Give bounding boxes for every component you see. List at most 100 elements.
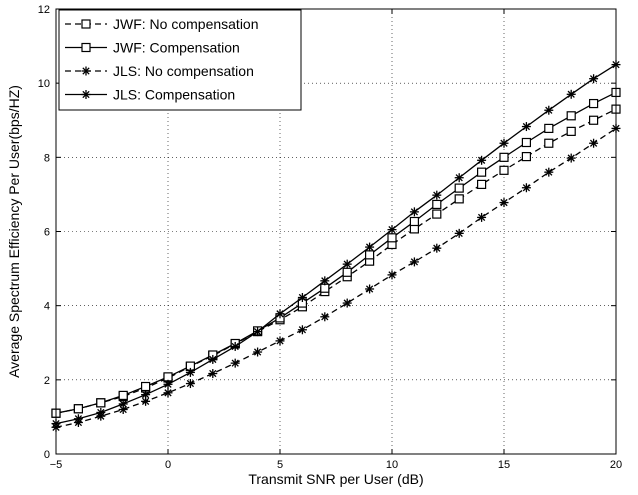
asterisk-stroke (545, 168, 553, 176)
asterisk-marker (454, 173, 464, 183)
square-marker (141, 381, 151, 392)
legend-box (58, 9, 302, 111)
square-marker (81, 42, 91, 53)
square-marker (387, 233, 397, 243)
square-marker (566, 126, 576, 136)
asterisk-marker (320, 276, 330, 286)
asterisk-marker (141, 396, 151, 406)
asterisk-marker (253, 347, 263, 357)
asterisk-marker (73, 414, 83, 424)
asterisk-stroke (589, 139, 598, 147)
square-marker (477, 179, 487, 190)
asterisk-marker (253, 327, 263, 337)
asterisk-marker (566, 89, 576, 99)
asterisk-marker (365, 242, 375, 252)
square-marker (96, 398, 106, 408)
square-marker (521, 151, 532, 162)
square-marker (118, 390, 128, 401)
legend-entry: JWF: Compensation (65, 40, 240, 56)
y-tick-label: 10 (38, 78, 50, 90)
asterisk-marker (141, 390, 151, 400)
asterisk-stroke (141, 397, 150, 405)
asterisk-marker (409, 257, 419, 267)
asterisk-marker (230, 358, 240, 368)
legend: JWF: No compensation JWF: Compensation JLS… (58, 9, 302, 111)
asterisk-stroke (433, 191, 441, 199)
square-marker (342, 267, 352, 277)
asterisk-stroke (477, 213, 486, 222)
asterisk-stroke (343, 260, 351, 268)
asterisk-marker (521, 122, 531, 132)
asterisk-stroke (74, 415, 83, 423)
series-line (55, 64, 617, 425)
asterisk-marker (589, 74, 599, 84)
asterisk-stroke (82, 90, 90, 99)
square-marker (454, 194, 464, 204)
legend-label: JLS: Compensation (113, 87, 235, 103)
asterisk-marker (320, 312, 330, 322)
asterisk-stroke (500, 198, 508, 207)
asterisk-marker (208, 369, 218, 379)
asterisk-stroke (545, 106, 553, 114)
legend-label: JLS: No compensation (113, 63, 254, 79)
asterisk-stroke (455, 229, 463, 237)
x-axis-label: Transmit SNR per User (dB) (248, 471, 423, 487)
asterisk-stroke (410, 258, 419, 266)
asterisk-stroke (231, 359, 239, 367)
series-layer (51, 60, 621, 432)
y-tick-label: 8 (44, 152, 50, 164)
asterisk-marker (387, 270, 397, 280)
asterisk-marker (275, 309, 285, 319)
asterisk-stroke (343, 299, 351, 307)
x-tick-label: 5 (277, 459, 283, 471)
asterisk-marker (432, 190, 442, 200)
square-marker (499, 152, 509, 162)
asterisk-marker (297, 293, 307, 303)
asterisk-marker (96, 407, 106, 417)
asterisk-marker (342, 259, 352, 269)
y-tick-label: 0 (44, 449, 50, 461)
square-marker (73, 404, 84, 414)
asterisk-marker (185, 367, 195, 377)
asterisk-stroke (522, 122, 531, 131)
legend-entry: JWF: No compensation (65, 16, 259, 32)
series-4 (51, 60, 621, 429)
square-marker (521, 137, 532, 148)
square-marker (365, 250, 375, 260)
asterisk-marker (81, 90, 91, 99)
asterisk-stroke (589, 75, 598, 83)
grid (56, 9, 616, 454)
asterisk-stroke (567, 154, 575, 162)
asterisk-stroke (164, 380, 172, 388)
asterisk-stroke (365, 285, 374, 293)
square-marker (544, 138, 554, 148)
square-marker (163, 372, 173, 382)
asterisk-stroke (522, 184, 531, 192)
asterisk-stroke (82, 67, 90, 75)
square-marker (409, 224, 419, 234)
asterisk-marker (297, 325, 307, 335)
asterisk-stroke (321, 277, 329, 285)
asterisk-marker (163, 388, 173, 398)
square-marker (566, 111, 576, 121)
asterisk-stroke (388, 226, 396, 234)
asterisk-stroke (433, 244, 441, 252)
square-marker (588, 98, 599, 109)
asterisk-stroke (567, 90, 575, 98)
asterisk-stroke (276, 310, 284, 318)
asterisk-marker (589, 138, 599, 148)
asterisk-marker (387, 225, 397, 235)
asterisk-marker (454, 228, 464, 238)
asterisk-stroke (298, 293, 307, 302)
asterisk-stroke (388, 271, 396, 279)
series-line (55, 127, 617, 428)
x-tick-label: 20 (610, 459, 622, 471)
asterisk-stroke (298, 326, 307, 334)
asterisk-marker (544, 105, 554, 115)
asterisk-marker (365, 284, 375, 294)
asterisk-stroke (276, 337, 284, 345)
y-tick-label: 12 (38, 4, 50, 16)
asterisk-marker (544, 167, 554, 177)
